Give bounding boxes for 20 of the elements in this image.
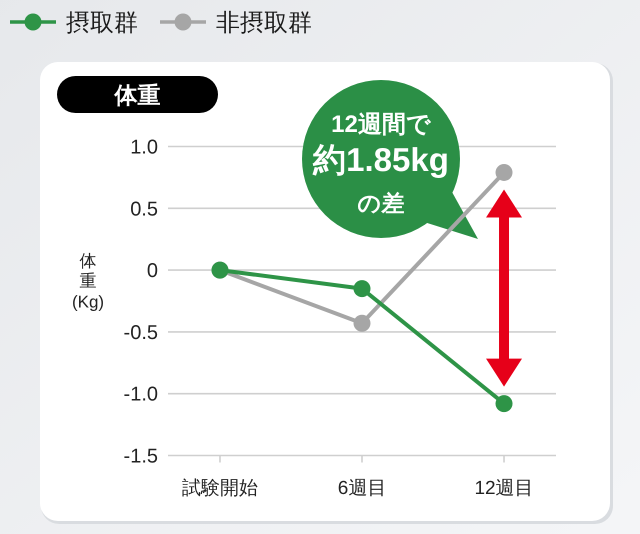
- y-tick-label: 0: [146, 260, 158, 282]
- y-axis-title: 体重(Kg): [72, 251, 104, 313]
- point: [354, 280, 370, 298]
- legend-label: 非摂取群: [216, 10, 312, 36]
- point: [354, 314, 370, 332]
- y-tick-label: 0.5: [130, 198, 158, 220]
- y-tick-label: -0.5: [124, 322, 158, 344]
- point: [496, 164, 513, 181]
- chart-title: 体重: [114, 82, 160, 108]
- point: [496, 395, 513, 412]
- y-tick-label: 1.0: [130, 136, 158, 158]
- x-tick-label: 12週目: [474, 478, 534, 499]
- y-tick-label: -1.0: [124, 384, 158, 406]
- annotation: 約1.85kg: [312, 141, 449, 178]
- text: 12週間で: [331, 111, 432, 138]
- x-tick-label: 試験開始: [182, 478, 258, 499]
- x-tick-label: 6週目: [338, 478, 386, 499]
- annotation: の差: [358, 190, 404, 216]
- y-tick-label: -1.5: [124, 446, 158, 468]
- legend-label: 摂取群: [66, 10, 138, 36]
